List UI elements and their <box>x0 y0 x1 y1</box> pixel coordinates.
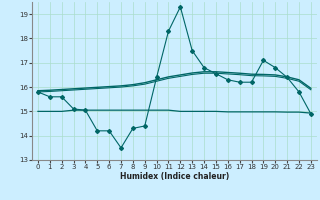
X-axis label: Humidex (Indice chaleur): Humidex (Indice chaleur) <box>120 172 229 181</box>
